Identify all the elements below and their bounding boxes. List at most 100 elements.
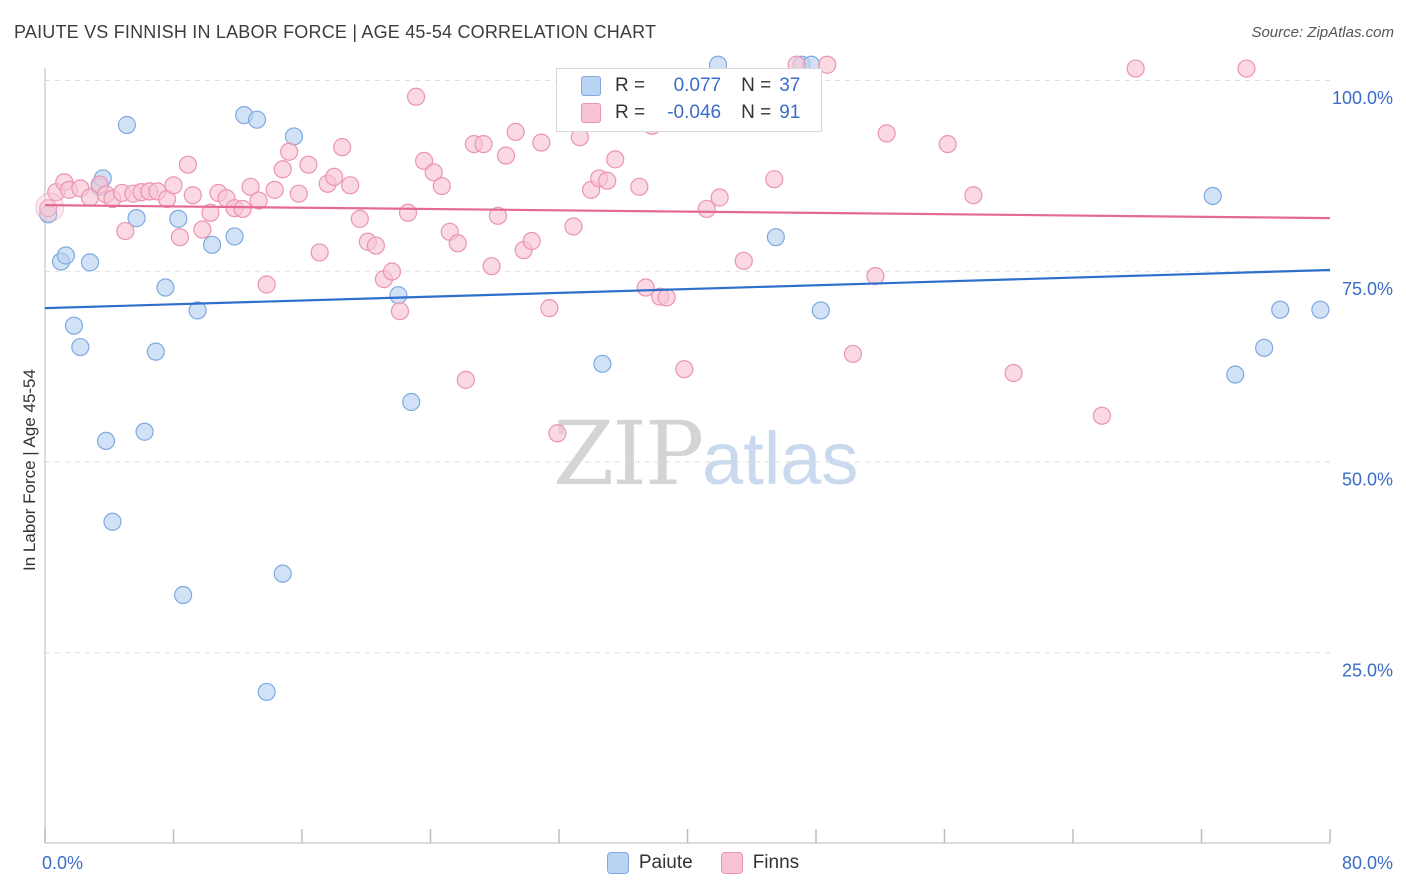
- finns-point: [697, 199, 716, 219]
- finns-point: [1237, 59, 1256, 78]
- finns-point: [249, 191, 268, 210]
- finns-point: [432, 176, 451, 196]
- finns-point: [273, 160, 292, 179]
- y-tick-label: 75.0%: [1342, 279, 1393, 299]
- finns-point: [540, 299, 559, 318]
- paiute-point: [257, 682, 276, 702]
- finns-point: [310, 243, 329, 262]
- finns-point: [938, 134, 957, 154]
- paiute-point: [127, 209, 146, 228]
- finns-point: [765, 170, 784, 189]
- finns-r-value: -0.046: [667, 102, 722, 123]
- finns-point: [341, 176, 360, 195]
- paiute-point: [1271, 300, 1290, 319]
- paiute-point: [146, 342, 165, 361]
- finns-legend-swatch: [720, 852, 743, 874]
- finns-point: [522, 231, 541, 251]
- paiute-trend-line: [44, 268, 1331, 310]
- finns-point: [201, 203, 220, 222]
- finns-point: [734, 251, 753, 270]
- finns-point: [964, 186, 983, 205]
- finns-r-label: R =: [615, 102, 646, 123]
- finns-point: [350, 209, 369, 228]
- series-legend: Paiute Finns: [0, 852, 1406, 874]
- paiute-point: [389, 286, 408, 305]
- paiute-point: [80, 253, 100, 272]
- paiute-n-value: 37: [779, 75, 801, 96]
- paiute-point: [402, 392, 421, 412]
- finns-trend-line: [44, 204, 1331, 220]
- paiute-point: [1311, 300, 1330, 319]
- paiute-point: [247, 110, 267, 129]
- paiute-r-label: R =: [615, 75, 646, 96]
- finns-point: [866, 266, 885, 286]
- correlation-legend: R = 0.077 N = 37 R = -0.046 N = 91: [556, 68, 822, 132]
- paiute-point: [273, 564, 292, 583]
- watermark: ZIPatlas: [553, 402, 858, 505]
- y-tick-label: 100.0%: [1332, 88, 1393, 108]
- paiute-point: [169, 209, 188, 228]
- finns-point: [39, 199, 58, 218]
- finns-point: [325, 167, 344, 187]
- paiute-point: [96, 431, 116, 450]
- finns-point: [333, 138, 352, 157]
- paiute-point: [188, 301, 207, 320]
- x-tick-label: 80.0%: [1342, 853, 1393, 873]
- finns-point: [877, 124, 896, 143]
- paiute-point: [811, 301, 830, 320]
- paiute-legend-swatch: [606, 852, 629, 874]
- finns-point: [116, 221, 135, 241]
- finns-point: [280, 142, 299, 161]
- finns-point: [657, 288, 676, 307]
- finns-point: [1004, 363, 1023, 383]
- finns-point: [170, 228, 190, 247]
- finns-point: [548, 424, 567, 443]
- finns-legend-label: Finns: [752, 852, 800, 873]
- paiute-point: [202, 235, 222, 254]
- finns-point: [843, 344, 863, 364]
- finns-point: [424, 163, 443, 182]
- finns-point: [193, 220, 212, 239]
- finns-point: [178, 155, 198, 174]
- finns-point: [448, 234, 467, 253]
- finns-point: [532, 133, 551, 152]
- y-tick-label: 25.0%: [1342, 660, 1393, 680]
- paiute-point: [1226, 365, 1245, 384]
- paiute-point: [225, 227, 244, 246]
- finns-point: [474, 134, 493, 154]
- finns-point: [406, 87, 426, 106]
- paiute-point: [135, 422, 154, 441]
- finns-point: [390, 302, 410, 321]
- paiute-point: [284, 127, 304, 146]
- x-tick-label: 0.0%: [42, 853, 83, 873]
- source-credit: Source: ZipAtlas.com: [1251, 24, 1394, 41]
- finns-point: [183, 186, 202, 205]
- finns-point: [289, 184, 308, 203]
- finns-point: [564, 217, 583, 236]
- finns-point: [506, 122, 525, 141]
- finns-point: [630, 177, 649, 196]
- finns-point: [233, 199, 252, 219]
- finns-point: [366, 236, 385, 255]
- y-tick-label: 50.0%: [1342, 470, 1393, 490]
- paiute-point: [71, 337, 90, 357]
- y-axis-label: In Labor Force | Age 45-54: [20, 369, 39, 571]
- paiute-point: [103, 512, 122, 531]
- finns-point: [398, 203, 418, 222]
- watermark-atlas: atlas: [702, 417, 859, 500]
- finns-n-label: N =: [741, 102, 772, 123]
- paiute-point: [117, 115, 137, 135]
- finns-point: [675, 360, 694, 379]
- finns-point-large: [35, 192, 65, 222]
- finns-point: [496, 146, 516, 165]
- legend-item-finns[interactable]: Finns: [720, 852, 800, 874]
- finns-n-value: 91: [779, 102, 801, 123]
- finns-point: [606, 150, 625, 169]
- finns-point: [164, 176, 183, 195]
- finns-point: [1126, 59, 1145, 78]
- finns-point: [636, 278, 655, 297]
- paiute-legend-label: Paiute: [638, 852, 693, 873]
- legend-item-paiute[interactable]: Paiute: [606, 852, 693, 874]
- paiute-r-value: 0.077: [673, 75, 722, 96]
